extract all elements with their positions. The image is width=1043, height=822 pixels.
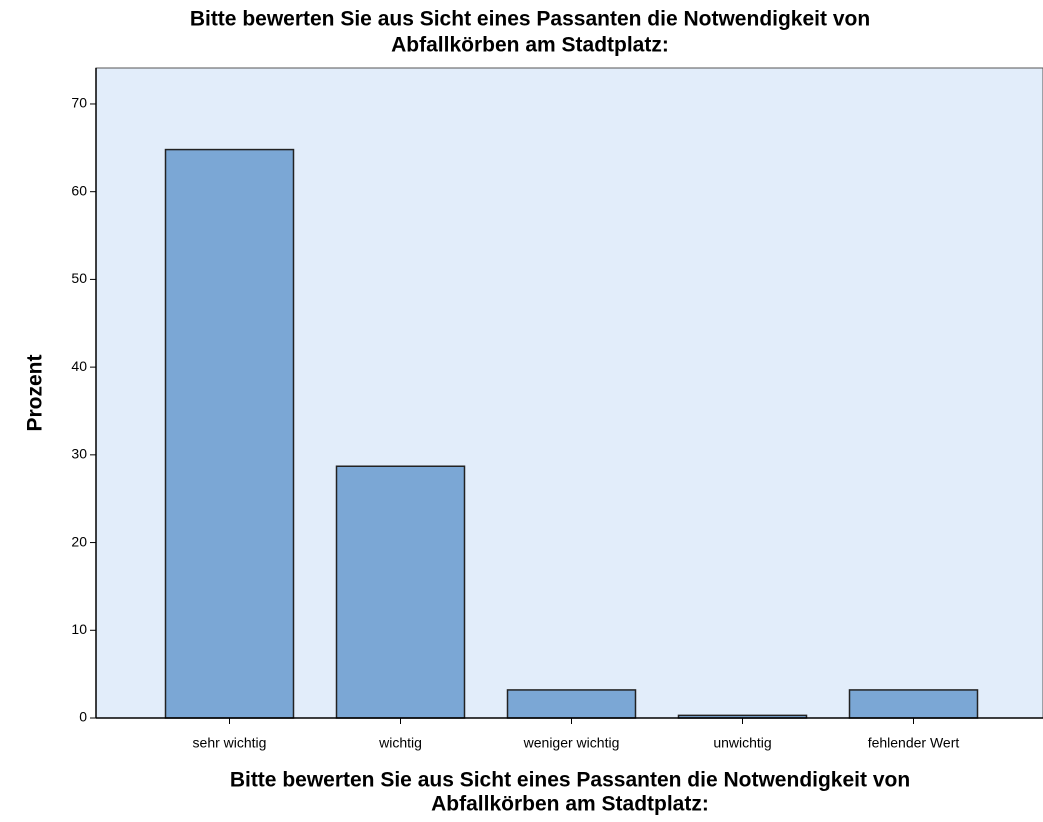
- x-axis-label: Bitte bewerten Sie aus Sicht eines Passa…: [230, 769, 910, 792]
- x-tick-label: weniger wichtig: [523, 735, 620, 751]
- bar: [848, 689, 979, 719]
- y-tick-label: 20: [71, 533, 87, 549]
- y-tick-label: 10: [71, 621, 87, 637]
- bar: [335, 465, 466, 719]
- y-tick-label: 0: [79, 709, 87, 725]
- x-axis-label: Abfallkörben am Stadtplatz:: [431, 793, 709, 816]
- y-tick-label: 60: [71, 182, 87, 198]
- y-tick-label: 40: [71, 358, 87, 374]
- y-tick-label: 50: [71, 270, 87, 286]
- x-tick-label: wichtig: [378, 735, 422, 751]
- chart-title: Abfallkörben am Stadtplatz:: [391, 34, 669, 57]
- x-tick-label: sehr wichtig: [193, 735, 267, 751]
- x-tick-label: fehlender Wert: [868, 735, 960, 751]
- y-tick-label: 70: [71, 95, 87, 111]
- y-axis-label: Prozent: [24, 354, 47, 431]
- chart-title: Bitte bewerten Sie aus Sicht eines Passa…: [190, 8, 870, 31]
- y-tick-label: 30: [71, 446, 87, 462]
- bar: [164, 148, 295, 719]
- x-tick-label: unwichtig: [713, 735, 771, 751]
- bar: [506, 689, 637, 719]
